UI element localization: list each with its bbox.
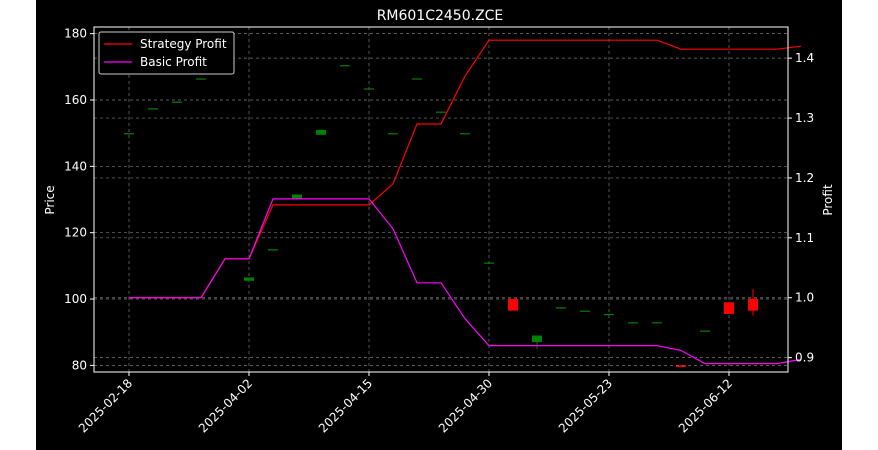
right-tick-label: 1.0 (795, 291, 814, 305)
candle-body (316, 129, 326, 135)
candle-body (244, 277, 254, 281)
candle-body (364, 88, 374, 90)
right-tick-label: 0.9 (795, 351, 814, 365)
candle-body (628, 322, 638, 324)
candle-body (172, 101, 182, 103)
x-tick-label: 2025-05-23 (556, 376, 615, 435)
candle-body (508, 299, 518, 311)
x-tick-label: 2025-06-12 (676, 376, 735, 435)
x-tick-label: 2025-02-18 (76, 376, 135, 435)
candle-body (460, 133, 470, 135)
chart-title: RM601C2450.ZCE (377, 8, 504, 24)
chart-svg: RM601C2450.ZCE 80 100 120 140 160 180 0.9 1.0 1.… (43, 8, 835, 436)
candle-body (724, 302, 734, 314)
candle-body (268, 249, 278, 251)
candles (124, 53, 758, 368)
left-tick-label: 80 (72, 358, 87, 372)
x-tick-label: 2025-04-15 (316, 376, 375, 435)
x-tick-label: 2025-04-02 (196, 376, 255, 435)
candle-body (484, 262, 494, 264)
legend-label-basic: Basic Profit (140, 55, 207, 69)
axes: 80 100 120 140 160 180 0.9 1.0 1.1 1.2 1.3 1.4 2025-… (64, 27, 814, 436)
basic-profit-line (129, 198, 802, 365)
legend-box (98, 31, 235, 75)
candle-body (556, 307, 566, 309)
candle-body (412, 78, 422, 80)
left-tick-label: 100 (64, 292, 87, 306)
candle-body (196, 78, 206, 80)
candle-body (340, 65, 350, 67)
legend-label-strategy: Strategy Profit (140, 37, 227, 51)
candle-body (676, 365, 686, 368)
right-tick-label: 1.3 (795, 111, 814, 125)
candle-body (700, 330, 710, 332)
right-tick-label: 1.4 (795, 51, 814, 65)
candle-body (436, 111, 446, 113)
right-tick-label: 1.1 (795, 231, 814, 245)
grid (94, 27, 788, 372)
candle-body (124, 133, 134, 135)
candle-body (148, 108, 158, 110)
legend: Strategy Profit Basic Profit (98, 31, 235, 75)
candle-body (748, 299, 758, 311)
candle-body (604, 313, 614, 316)
chart-figure: RM601C2450.ZCE 80 100 120 140 160 180 0.9 1.0 1.… (36, 0, 842, 450)
candle-body (652, 322, 662, 324)
left-tick-label: 180 (64, 27, 87, 41)
left-axis-label: Price (43, 185, 57, 214)
left-tick-label: 160 (64, 93, 87, 107)
candle-body (292, 194, 302, 200)
candle-body (532, 335, 542, 343)
plot-frame (93, 26, 789, 373)
candle-body (388, 133, 398, 135)
left-tick-label: 140 (64, 159, 87, 173)
candle-body (580, 310, 590, 312)
profit-lines (129, 39, 802, 365)
right-tick-label: 1.2 (795, 171, 814, 185)
left-tick-label: 120 (64, 226, 87, 240)
x-tick-label: 2025-04-30 (436, 376, 495, 435)
right-axis-label: Profit (821, 184, 835, 216)
